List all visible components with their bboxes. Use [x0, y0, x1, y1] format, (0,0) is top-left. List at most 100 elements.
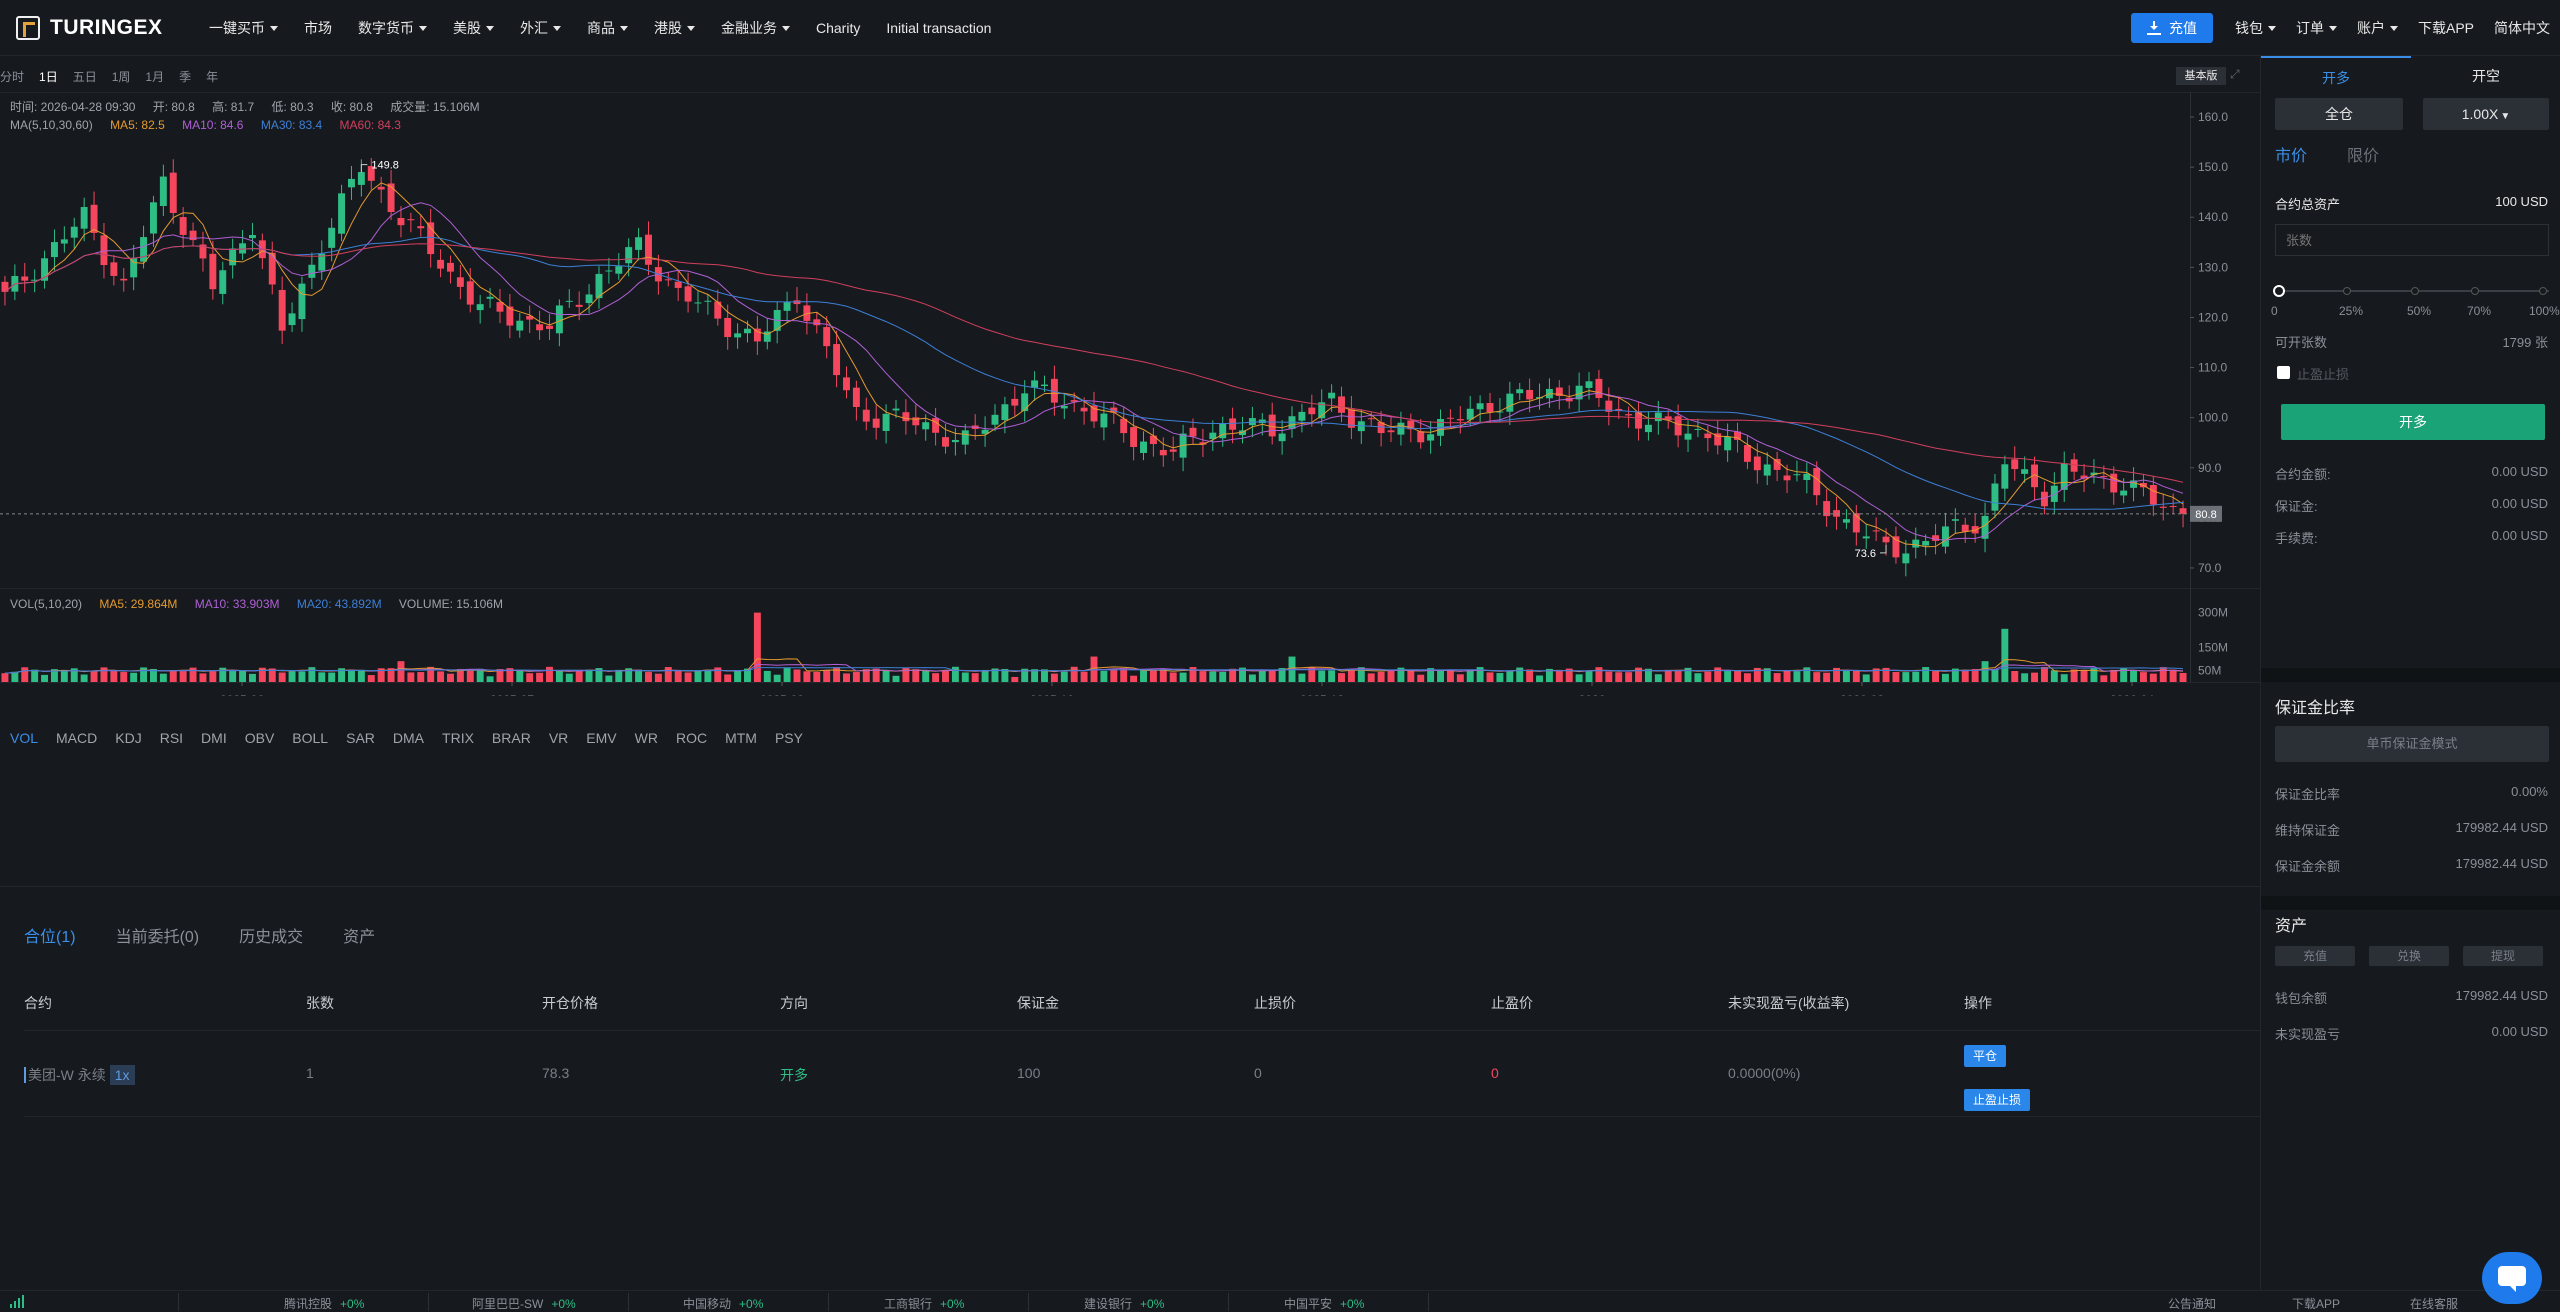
chart-mode-button[interactable]: 基本版	[2176, 67, 2226, 85]
ticker-item[interactable]: 工商银行 +0%	[884, 1295, 964, 1312]
asset-action-button[interactable]: 充值	[2275, 946, 2355, 966]
margin-mode-toggle[interactable]: 单币保证金模式	[2275, 726, 2549, 762]
positions-tab[interactable]: 当前委托(0)	[115, 929, 200, 946]
total-assets-value: 100 USD	[2495, 194, 2548, 209]
indicator-tab[interactable]: SAR	[346, 730, 375, 746]
nav-item[interactable]: 一键买币	[196, 18, 291, 38]
expand-icon[interactable]: ⤢	[2230, 67, 2240, 81]
period-option[interactable]: 分时	[0, 70, 25, 84]
nav-item[interactable]: Charity	[803, 20, 873, 36]
nav-item[interactable]: 港股	[641, 18, 708, 38]
indicator-tab[interactable]: VR	[548, 730, 569, 746]
nav-item[interactable]: 商品	[574, 18, 641, 38]
tab-open-long[interactable]: 开多	[2261, 56, 2411, 92]
candle-body	[981, 429, 989, 434]
tpsl-button[interactable]: 止盈止损	[1964, 1089, 2031, 1111]
indicator-tab[interactable]: ROC	[675, 730, 708, 746]
slider-handle[interactable]	[2273, 285, 2285, 297]
candle-body	[1951, 519, 1959, 521]
slider-stop[interactable]	[2343, 287, 2351, 295]
candle-body	[862, 409, 870, 422]
nav-item[interactable]: 数字货币	[345, 18, 440, 38]
wallet-menu[interactable]: 钱包	[2225, 18, 2286, 38]
indicator-tab[interactable]: RSI	[159, 730, 184, 746]
nav-item[interactable]: 市场	[291, 18, 345, 38]
language-selector[interactable]: 简体中文	[2494, 20, 2550, 36]
slider-stop[interactable]	[2471, 287, 2479, 295]
period-option[interactable]: 年	[206, 70, 219, 84]
indicator-tab[interactable]: EMV	[586, 730, 617, 746]
order-type-market[interactable]: 市价	[2275, 148, 2308, 165]
open-long-button[interactable]: 开多	[2281, 404, 2545, 440]
nav-item[interactable]: Initial transaction	[873, 20, 1004, 36]
indicator-tab[interactable]: MTM	[725, 730, 757, 746]
qty-input[interactable]	[2275, 224, 2549, 256]
positions-tab[interactable]: 资产	[343, 929, 376, 946]
nav-item[interactable]: 金融业务	[708, 18, 803, 38]
indicator-tab[interactable]: KDJ	[115, 730, 142, 746]
indicator-tab[interactable]: WR	[634, 730, 658, 746]
topup-button[interactable]: 充值	[2130, 13, 2213, 43]
indicator-tab[interactable]: OBV	[244, 730, 275, 746]
ticker-item[interactable]: 阿里巴巴-SW +0%	[472, 1295, 576, 1312]
candle-body	[21, 276, 29, 281]
volume-bar	[1704, 671, 1712, 682]
indicator-tab[interactable]: MACD	[56, 730, 98, 746]
ticker-item[interactable]: 中国平安 +0%	[1284, 1295, 1364, 1312]
y-tick-label: 70.0	[2198, 561, 2222, 575]
footer-link[interactable]: 公告通知	[2168, 1297, 2217, 1311]
indicator-tab[interactable]: DMA	[392, 730, 425, 746]
candle-body	[1169, 449, 1177, 452]
ticker-item[interactable]: 建设银行 +0%	[1084, 1295, 1164, 1312]
period-option[interactable]: 1日	[39, 70, 58, 84]
candle-body	[140, 237, 148, 262]
asset-action-button[interactable]: 兑换	[2369, 946, 2449, 966]
candle-body	[1813, 467, 1821, 496]
candle-body	[1625, 414, 1633, 416]
candle-body	[1031, 380, 1039, 388]
volume-bar	[1852, 669, 1860, 682]
account-menu[interactable]: 账户	[2347, 18, 2408, 38]
leverage-selector[interactable]: 1.00X ▼	[2423, 98, 2549, 130]
close-position-button[interactable]: 平仓	[1964, 1045, 2007, 1067]
margin-mode-button[interactable]: 全仓	[2275, 98, 2403, 130]
position-contract[interactable]: 美团-W 永续 1x	[24, 1065, 135, 1085]
footer-link[interactable]: 下载APP	[2292, 1297, 2341, 1311]
chat-support-button[interactable]	[2482, 1252, 2542, 1304]
orders-menu[interactable]: 订单	[2286, 18, 2347, 38]
candle-body	[338, 193, 346, 234]
tab-open-short[interactable]: 开空	[2472, 68, 2500, 84]
indicator-tab[interactable]: PSY	[774, 730, 803, 746]
slider-stop[interactable]	[2539, 287, 2547, 295]
period-option[interactable]: 季	[179, 70, 192, 84]
period-option[interactable]: 1周	[111, 70, 131, 84]
indicator-tab[interactable]: DMI	[201, 730, 227, 746]
download-app-link[interactable]: 下载APP	[2417, 20, 2474, 36]
candle-body	[2070, 459, 2078, 472]
ticker-item[interactable]: 中国移动 +0%	[683, 1295, 763, 1312]
indicator-tab[interactable]: TRIX	[442, 730, 474, 746]
ticker-item[interactable]: 腾讯控股 +0%	[284, 1295, 364, 1312]
indicator-tab[interactable]: BOLL	[292, 730, 329, 746]
slider-stop[interactable]	[2411, 287, 2419, 295]
indicator-tab[interactable]: VOL	[10, 730, 39, 746]
period-option[interactable]: 五日	[72, 70, 97, 84]
candle-body	[1961, 524, 1969, 532]
vol-ma10-value: MA10: 33.903M	[194, 597, 280, 611]
tpsl-checkbox[interactable]	[2277, 366, 2290, 379]
nav-item[interactable]: 美股	[440, 18, 507, 38]
brand-logo[interactable]: TURINGEX	[16, 15, 196, 40]
order-type-limit[interactable]: 限价	[2347, 148, 2380, 165]
footer-link[interactable]: 在线客服	[2410, 1297, 2459, 1311]
period-option[interactable]: 1月	[145, 70, 165, 84]
indicator-tab[interactable]: BRAR	[491, 730, 531, 746]
nav-item[interactable]: 外汇	[507, 18, 574, 38]
volume-bar	[1506, 671, 1514, 682]
asset-action-button[interactable]: 提现	[2463, 946, 2543, 966]
volume-bar	[546, 666, 553, 682]
candle-body	[2031, 464, 2039, 488]
candlestick-chart[interactable]: 160.0 150.0 140.0 130.0 120.0 110.0 100.0 90.0 8…	[0, 56, 2260, 696]
positions-tab[interactable]: 合位(1)	[24, 929, 76, 946]
xaxis-divider	[0, 682, 2260, 683]
positions-tab[interactable]: 历史成交	[239, 929, 304, 946]
